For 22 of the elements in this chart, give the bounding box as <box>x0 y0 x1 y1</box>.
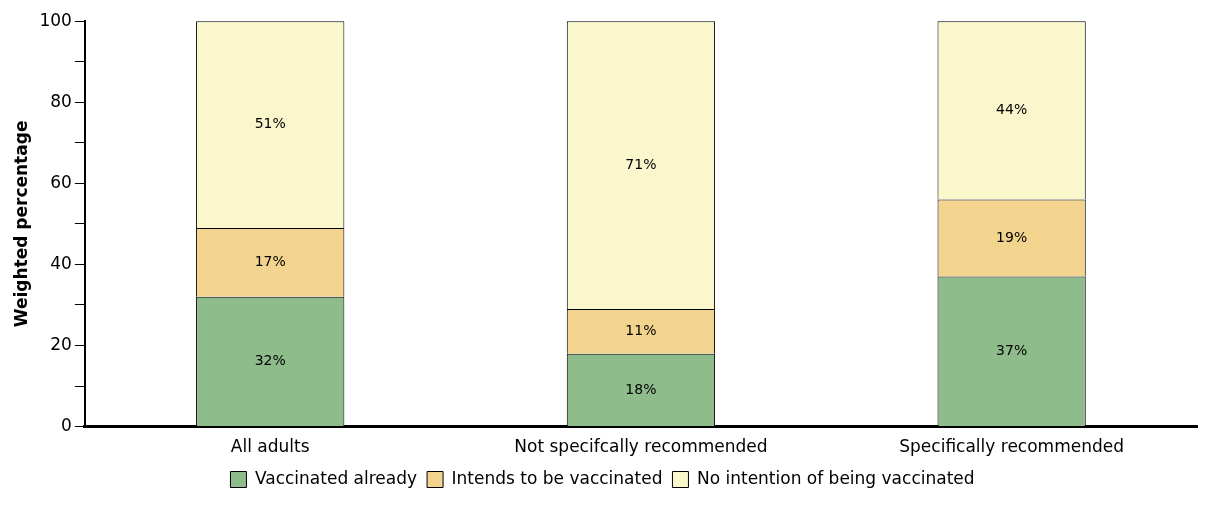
legend-label: No intention of being vaccinated <box>696 467 975 488</box>
y-tick-label: 0 <box>61 415 72 436</box>
data-label: 37% <box>996 341 1028 358</box>
data-label: 32% <box>254 352 286 369</box>
legend-label: Intends to be vaccinated <box>451 467 663 488</box>
data-label: 51% <box>254 115 286 132</box>
data-label: 71% <box>625 155 657 172</box>
data-label: 44% <box>996 101 1028 118</box>
y-axis-title: Weighted percentage <box>10 120 31 328</box>
y-tick-label: 60 <box>50 171 72 192</box>
x-tick-label: Not specifcally recommended <box>514 436 768 457</box>
y-tick-label: 100 <box>39 9 72 30</box>
x-tick-label: All adults <box>230 436 310 457</box>
legend-label: Vaccinated already <box>254 467 418 488</box>
y-tick-label: 20 <box>50 333 72 354</box>
y-tick-label: 40 <box>50 252 72 273</box>
data-label: 11% <box>625 321 657 338</box>
data-label: 18% <box>625 380 657 397</box>
data-label: 17% <box>254 253 286 270</box>
y-tick-label: 80 <box>50 90 72 111</box>
data-label: 19% <box>996 228 1028 245</box>
x-tick-label: Specifically recommended <box>899 436 1124 457</box>
